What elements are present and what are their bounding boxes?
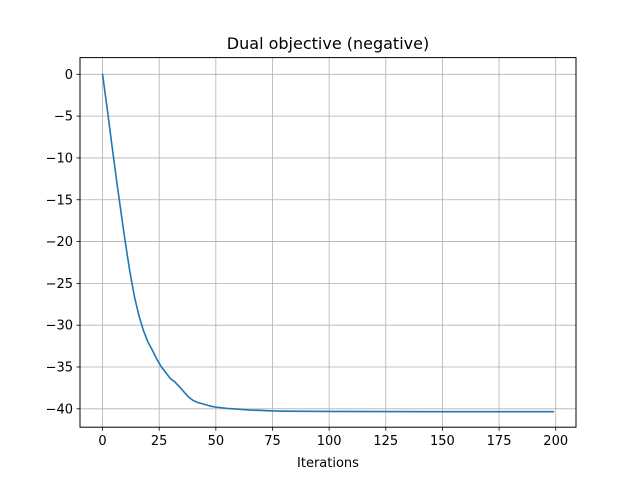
x-tick-label: 200 bbox=[543, 434, 568, 449]
grid-lines bbox=[80, 57, 576, 428]
x-axis-label: Iterations bbox=[297, 456, 359, 471]
y-tick-label: −30 bbox=[46, 319, 73, 334]
y-tick-label: −40 bbox=[46, 402, 73, 417]
x-tick-label: 75 bbox=[264, 434, 281, 449]
x-tick-label: 25 bbox=[151, 434, 168, 449]
series-line-0 bbox=[101, 73, 555, 413]
y-tick-label: 0 bbox=[65, 68, 73, 83]
y-tick-label: −20 bbox=[46, 235, 73, 250]
tick-labels: 0 25 50 75 100 125 150 175 200 0 −5 −10 −15 −20 −25 −30… bbox=[46, 68, 569, 449]
y-tick-label: −35 bbox=[46, 360, 73, 375]
x-tick-label: 150 bbox=[430, 434, 455, 449]
y-tick-label: −5 bbox=[54, 110, 73, 125]
x-tick-label: 100 bbox=[317, 434, 342, 449]
y-tick-label: −15 bbox=[46, 193, 73, 208]
series-layer bbox=[101, 73, 555, 413]
x-tick-label: 0 bbox=[98, 434, 106, 449]
tick-marks bbox=[76, 73, 557, 431]
x-tick-label: 125 bbox=[373, 434, 398, 449]
x-tick-label: 50 bbox=[208, 434, 225, 449]
x-tick-label: 175 bbox=[487, 434, 512, 449]
y-tick-label: −10 bbox=[46, 151, 73, 166]
y-tick-label: −25 bbox=[46, 277, 73, 292]
chart-title: Dual objective (negative) bbox=[227, 34, 429, 53]
axes-frame bbox=[79, 57, 577, 428]
